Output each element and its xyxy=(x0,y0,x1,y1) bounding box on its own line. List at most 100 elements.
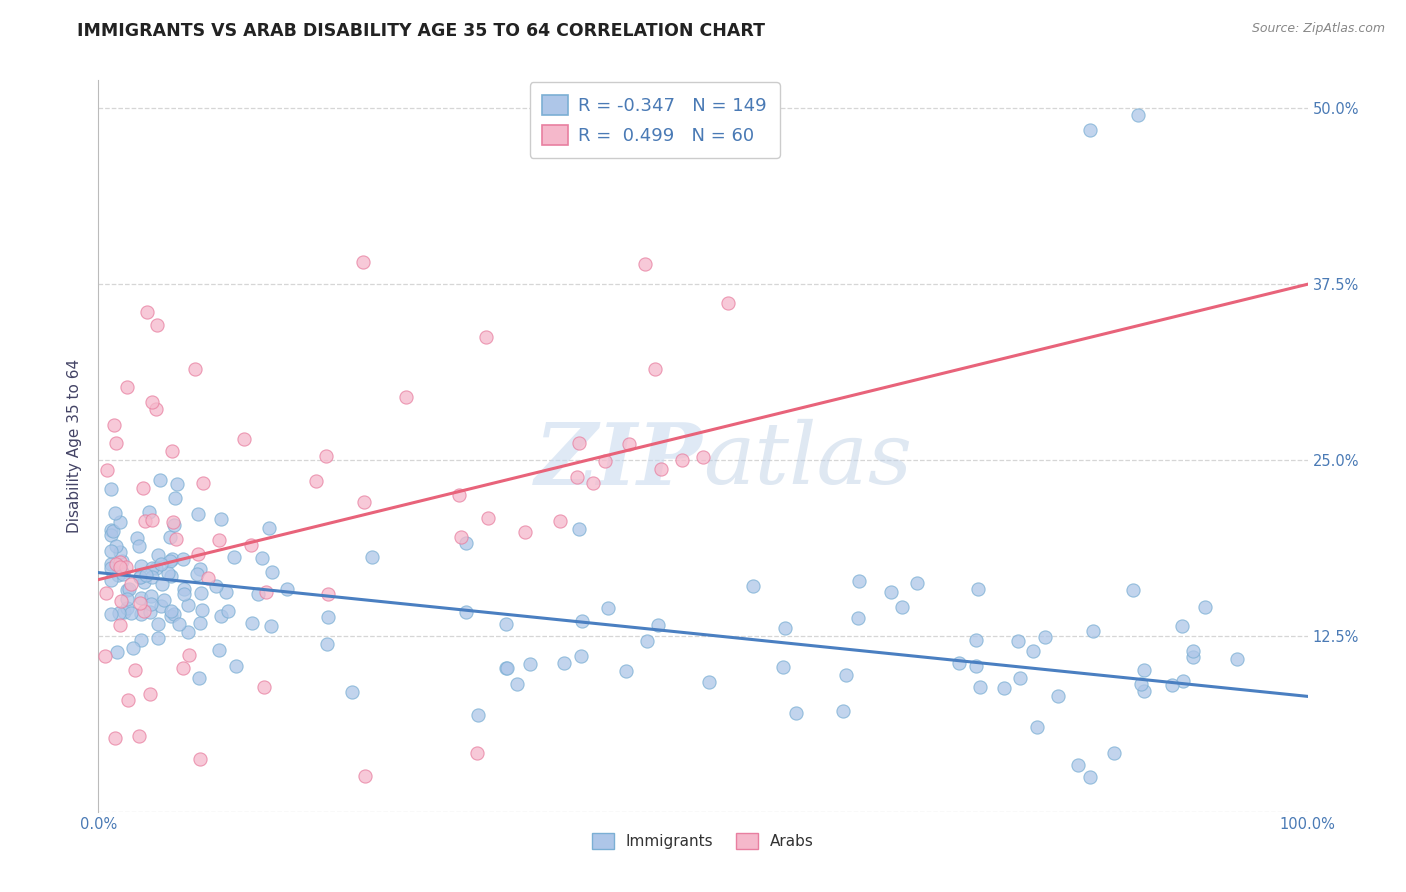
Point xyxy=(105,645,128,659)
Y-axis label: Disability Age 35 to 64: Disability Age 35 to 64 xyxy=(67,359,83,533)
Point xyxy=(353,495,375,509)
Point xyxy=(467,708,489,723)
Point xyxy=(1194,599,1216,614)
Point xyxy=(148,616,170,631)
Point xyxy=(208,533,231,547)
Point xyxy=(354,768,377,782)
Point xyxy=(450,530,472,544)
Point xyxy=(173,582,195,596)
Point xyxy=(568,522,591,536)
Point xyxy=(132,481,155,495)
Point xyxy=(128,730,150,744)
Point xyxy=(305,474,328,488)
Point xyxy=(965,632,987,647)
Point xyxy=(505,676,527,690)
Point xyxy=(186,567,208,582)
Point xyxy=(184,361,207,376)
Point xyxy=(160,568,183,582)
Point xyxy=(100,607,122,622)
Point xyxy=(163,517,186,532)
Point xyxy=(519,657,541,672)
Point xyxy=(495,660,517,674)
Point xyxy=(846,611,869,625)
Point xyxy=(224,550,246,565)
Point xyxy=(100,543,122,558)
Point xyxy=(108,560,131,574)
Point xyxy=(569,648,592,663)
Point xyxy=(112,606,135,620)
Point xyxy=(232,432,254,446)
Point xyxy=(772,659,794,673)
Point xyxy=(1133,663,1156,677)
Point xyxy=(124,664,146,678)
Point xyxy=(190,586,212,600)
Point xyxy=(125,531,148,545)
Point xyxy=(209,511,232,525)
Point xyxy=(172,661,194,675)
Point xyxy=(162,552,184,566)
Point xyxy=(163,491,186,505)
Point xyxy=(145,318,167,332)
Point xyxy=(467,746,489,760)
Point xyxy=(187,672,209,686)
Point xyxy=(1025,720,1047,734)
Point xyxy=(548,514,571,528)
Point xyxy=(835,668,858,682)
Point xyxy=(477,511,499,525)
Point xyxy=(644,361,666,376)
Point xyxy=(108,606,131,620)
Point xyxy=(118,582,141,596)
Point xyxy=(1010,671,1032,685)
Point xyxy=(138,505,160,519)
Point xyxy=(110,594,132,608)
Point xyxy=(108,545,131,559)
Point xyxy=(139,687,162,701)
Point xyxy=(1122,583,1144,598)
Point xyxy=(671,453,693,467)
Point xyxy=(129,633,152,648)
Point xyxy=(121,606,143,620)
Point xyxy=(159,605,181,619)
Point xyxy=(717,296,740,310)
Point xyxy=(891,600,914,615)
Point xyxy=(276,582,298,596)
Point xyxy=(153,592,176,607)
Point xyxy=(110,617,132,632)
Point xyxy=(100,483,122,497)
Text: ZIP: ZIP xyxy=(536,419,703,502)
Point xyxy=(1033,630,1056,644)
Point xyxy=(141,570,163,584)
Point xyxy=(697,674,720,689)
Point xyxy=(156,566,179,580)
Point xyxy=(128,596,150,610)
Point xyxy=(145,401,167,416)
Point xyxy=(132,575,155,590)
Point xyxy=(449,488,471,502)
Point xyxy=(582,475,605,490)
Point xyxy=(513,524,536,539)
Point xyxy=(905,576,928,591)
Point xyxy=(135,305,157,319)
Point xyxy=(129,607,152,621)
Point xyxy=(785,706,807,720)
Point xyxy=(148,549,170,563)
Point xyxy=(139,589,162,603)
Point xyxy=(215,585,238,599)
Point xyxy=(553,656,575,670)
Point xyxy=(132,604,155,618)
Point xyxy=(100,557,122,571)
Point xyxy=(475,330,498,344)
Point xyxy=(636,634,658,648)
Point xyxy=(496,661,519,675)
Point xyxy=(205,578,228,592)
Point xyxy=(250,551,273,566)
Point xyxy=(1171,619,1194,633)
Point xyxy=(105,558,128,572)
Point xyxy=(254,585,277,599)
Point xyxy=(100,523,122,537)
Point xyxy=(1078,770,1101,784)
Point xyxy=(191,475,214,490)
Point xyxy=(115,582,138,597)
Point xyxy=(117,693,139,707)
Point xyxy=(1130,677,1153,691)
